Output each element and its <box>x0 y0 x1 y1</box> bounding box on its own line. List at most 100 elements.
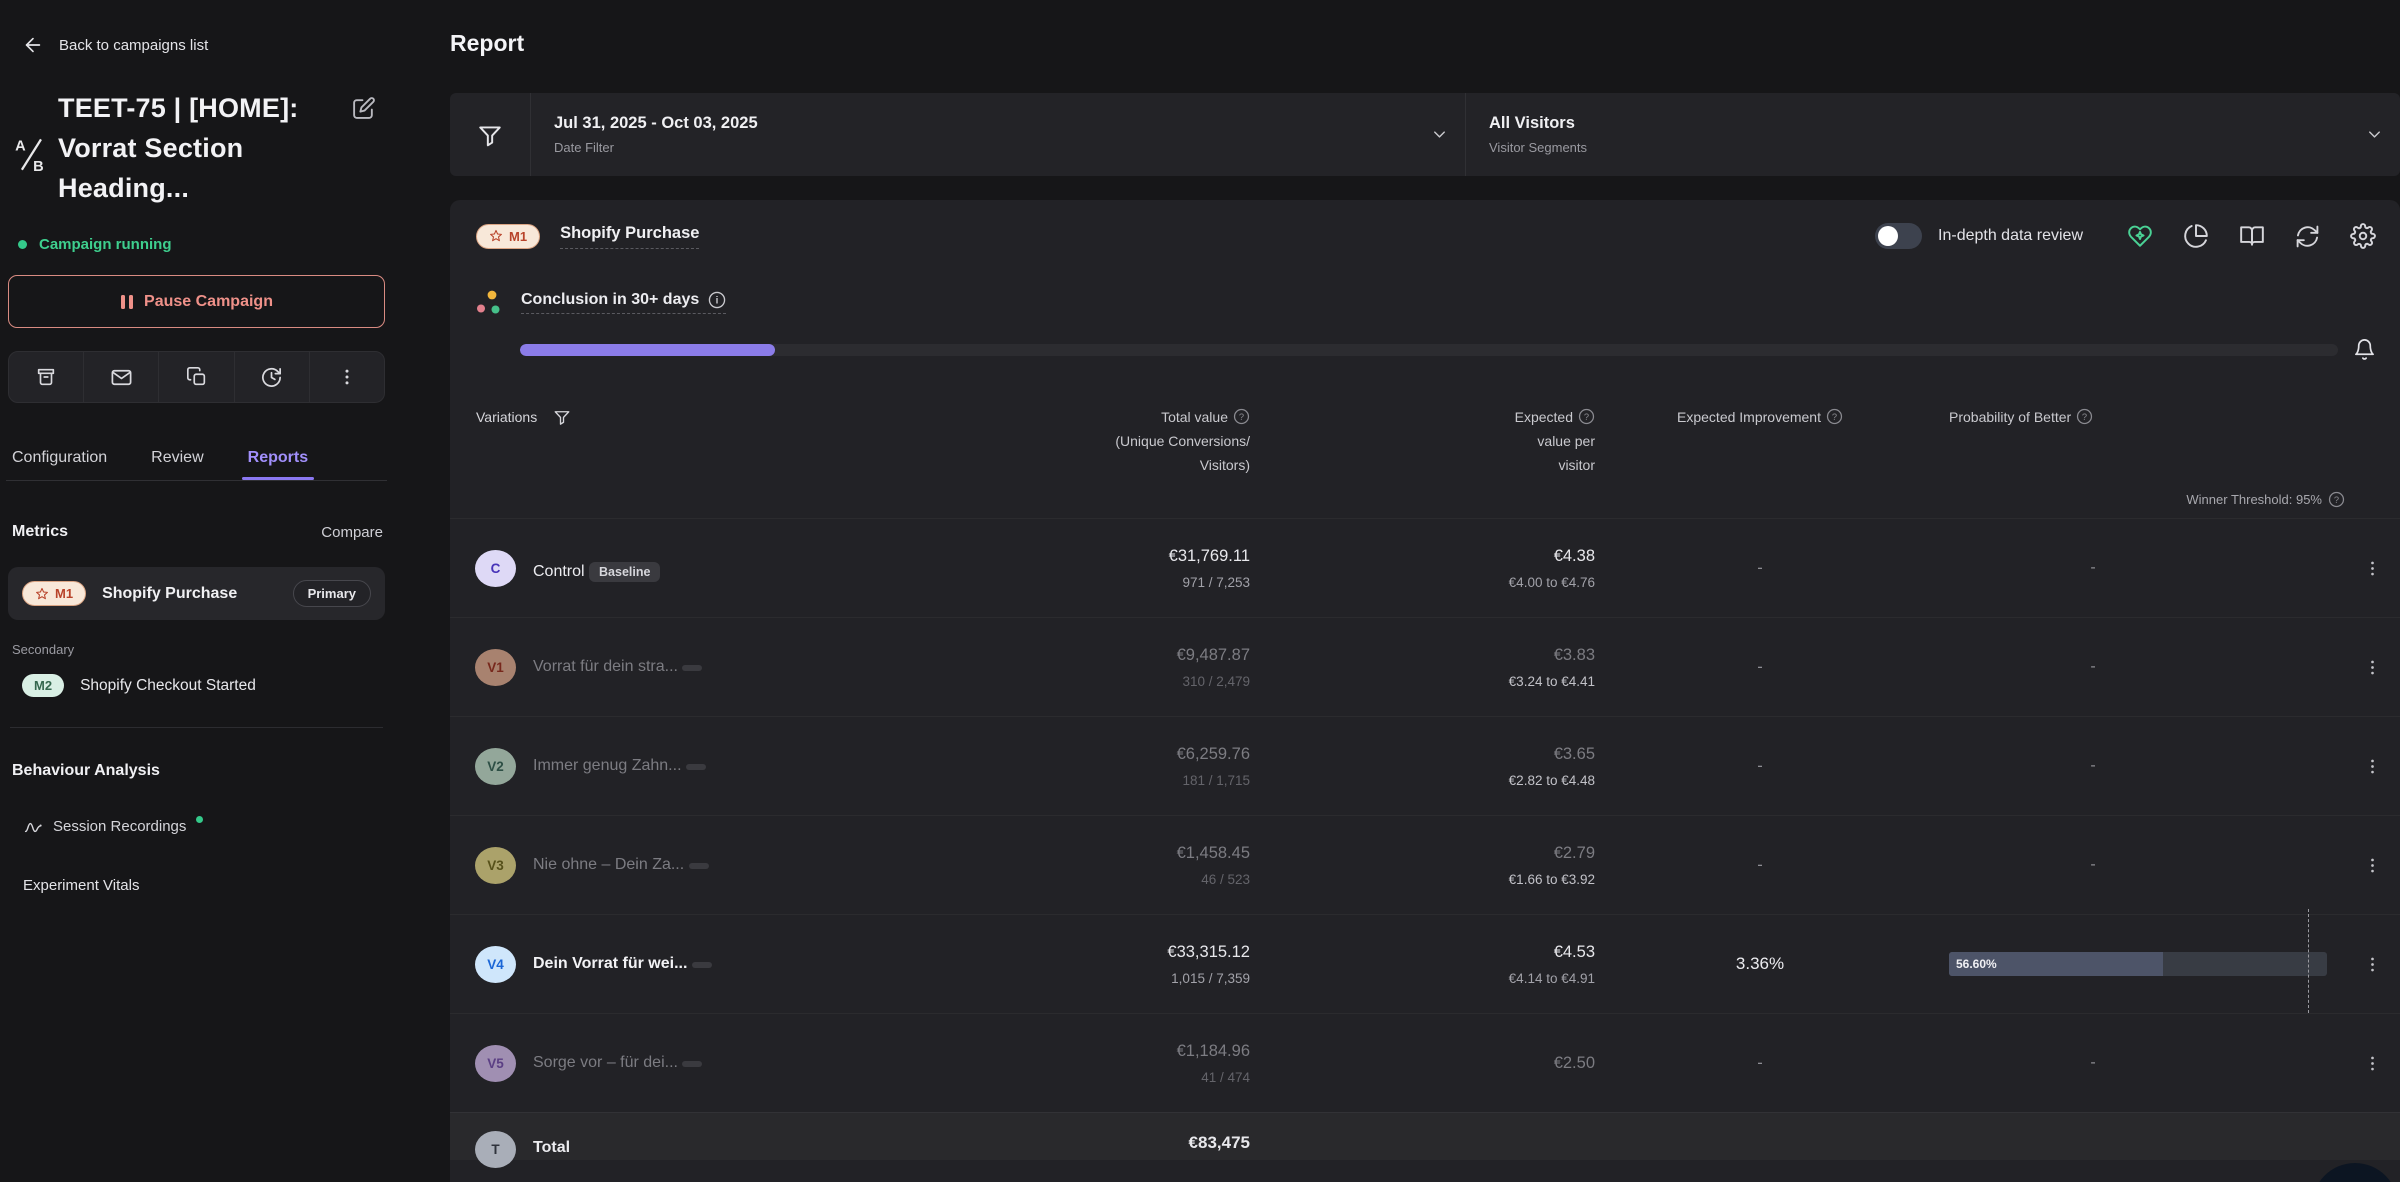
baseline-badge <box>682 665 702 671</box>
tab-configuration[interactable]: Configuration <box>12 449 107 480</box>
variation-name: Sorge vor – für dei... <box>533 1054 678 1071</box>
m2-badge: M2 <box>22 674 64 697</box>
table-row[interactable]: V1 Vorrat für dein stra... €9,487.87 310… <box>450 617 2400 716</box>
m1-badge: M1 <box>22 581 86 606</box>
conclusion-progress-fill <box>520 344 775 356</box>
help-icon[interactable]: ? <box>1233 408 1250 425</box>
row-menu-icon[interactable] <box>2363 856 2382 875</box>
arrow-left-icon <box>22 34 44 56</box>
archive-icon[interactable] <box>9 352 84 402</box>
probability-cell: - <box>1925 618 2345 716</box>
pause-campaign-button[interactable]: Pause Campaign <box>8 275 385 328</box>
row-menu-icon[interactable] <box>2363 955 2382 974</box>
help-icon[interactable]: ? <box>2076 408 2093 425</box>
book-icon[interactable] <box>2239 223 2265 249</box>
edit-title-icon[interactable] <box>351 96 385 208</box>
copy-icon[interactable] <box>159 352 234 402</box>
conclusion-dots-icon <box>475 289 502 316</box>
total-value: €33,315.12 <box>950 943 1250 962</box>
more-icon[interactable] <box>310 352 384 402</box>
tab-reports[interactable]: Reports <box>248 449 308 480</box>
bell-icon[interactable] <box>2353 338 2376 361</box>
history-icon[interactable] <box>235 352 310 402</box>
variation-name: Dein Vorrat für wei... <box>533 955 687 972</box>
variation-badge: V3 <box>475 847 516 884</box>
svg-text:?: ? <box>2082 412 2087 422</box>
pause-icon <box>120 294 134 310</box>
tab-review[interactable]: Review <box>151 449 203 480</box>
chevron-down-icon <box>1430 125 1449 144</box>
help-icon[interactable]: ? <box>1578 408 1595 425</box>
compare-link[interactable]: Compare <box>321 524 383 541</box>
row-menu-icon[interactable] <box>2363 757 2382 776</box>
help-icon[interactable]: ? <box>1826 408 1843 425</box>
secondary-metric[interactable]: M2 Shopify Checkout Started <box>22 674 385 697</box>
probability-bar: 56.60% <box>1949 952 2327 976</box>
svg-text:B: B <box>33 159 44 172</box>
m1-badge: M1 <box>476 224 540 249</box>
probability-value: - <box>1925 757 2261 775</box>
pause-label: Pause Campaign <box>144 293 273 311</box>
secondary-metric-name: Shopify Checkout Started <box>80 677 256 695</box>
gear-icon[interactable] <box>2350 223 2376 249</box>
probability-cell: - <box>1925 519 2345 617</box>
total-value: €1,184.96 <box>950 1042 1250 1061</box>
expected-value: €2.79 <box>1250 844 1595 863</box>
page-title: Report <box>450 30 2400 57</box>
row-menu-icon[interactable] <box>2363 559 2382 578</box>
winner-threshold: Winner Threshold: 95%? <box>450 477 2400 518</box>
variation-badge: C <box>475 550 516 587</box>
conclusion-text: Conclusion in 30+ days i <box>521 291 726 314</box>
variation-name: Nie ohne – Dein Za... <box>533 856 684 873</box>
help-icon[interactable]: ? <box>2328 491 2345 508</box>
table-row[interactable]: V3 Nie ohne – Dein Za... €1,458.45 46 / … <box>450 815 2400 914</box>
svg-text:?: ? <box>2334 495 2339 505</box>
report-metric-name[interactable]: Shopify Purchase <box>560 224 699 249</box>
status-dot <box>18 240 27 249</box>
health-heart-icon[interactable] <box>2127 223 2153 249</box>
baseline-badge <box>689 863 709 869</box>
back-label: Back to campaigns list <box>59 37 208 54</box>
row-menu-icon[interactable] <box>2363 1054 2382 1073</box>
info-icon[interactable]: i <box>708 291 726 309</box>
table-row[interactable]: V5 Sorge vor – für dei... €1,184.96 41 /… <box>450 1013 2400 1112</box>
date-filter-select[interactable]: Jul 31, 2025 - Oct 03, 2025 Date Filter <box>531 93 1465 176</box>
expected-value: €3.65 <box>1250 745 1595 764</box>
total-value: €31,769.11 <box>950 547 1250 566</box>
session-recordings-link[interactable]: Session Recordings <box>24 818 385 837</box>
total-badge: T <box>475 1131 516 1168</box>
expected-range: €4.00 to €4.76 <box>1250 575 1595 590</box>
sidebar: Back to campaigns list A B TEET-75 | [HO… <box>0 0 393 1182</box>
baseline-badge <box>692 962 712 968</box>
winner-threshold-line <box>2308 909 2309 1013</box>
expected-value: €4.53 <box>1250 943 1595 962</box>
conversions-ratio: 41 / 474 <box>950 1070 1250 1085</box>
total-value: €9,487.87 <box>950 646 1250 665</box>
experiment-vitals-link[interactable]: Experiment Vitals <box>23 877 385 894</box>
segment-filter-select[interactable]: All Visitors Visitor Segments <box>1466 93 2400 176</box>
baseline-badge <box>682 1061 702 1067</box>
variation-badge: V2 <box>475 748 516 785</box>
row-menu-icon[interactable] <box>2363 658 2382 677</box>
pie-chart-icon[interactable] <box>2183 223 2209 249</box>
email-icon[interactable] <box>84 352 159 402</box>
tabs-divider <box>6 480 387 481</box>
refresh-icon[interactable] <box>2295 224 2320 249</box>
baseline-badge: Baseline <box>589 562 660 582</box>
table-row[interactable]: V4 Dein Vorrat für wei... €33,315.12 1,0… <box>450 914 2400 1013</box>
in-depth-toggle[interactable] <box>1875 223 1922 249</box>
expected-range: €3.24 to €4.41 <box>1250 674 1595 689</box>
expected-value: €3.83 <box>1250 646 1595 665</box>
expected-improvement: - <box>1595 559 1925 578</box>
table-row[interactable]: V2 Immer genug Zahn... €6,259.76 181 / 1… <box>450 716 2400 815</box>
conversions-ratio: 1,015 / 7,359 <box>950 971 1250 986</box>
expected-improvement: - <box>1595 658 1925 677</box>
back-to-campaigns-link[interactable]: Back to campaigns list <box>22 34 385 56</box>
variations-filter-icon[interactable] <box>553 408 571 426</box>
primary-metric-card[interactable]: M1 Shopify Purchase Primary <box>8 567 385 620</box>
probability-cell: - <box>1925 816 2345 914</box>
filter-funnel-icon[interactable] <box>450 93 531 176</box>
table-row[interactable]: C Control Baseline €31,769.11 971 / 7,25… <box>450 518 2400 617</box>
total-sum: €83,475 <box>950 1129 1250 1153</box>
total-value: €1,458.45 <box>950 844 1250 863</box>
